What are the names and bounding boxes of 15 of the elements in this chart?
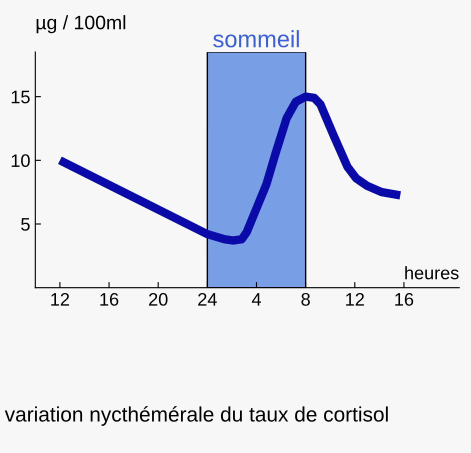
y-tick-label: 15 [12, 90, 30, 104]
y-axis-title: µg / 100ml [36, 15, 126, 34]
x-tick-label: 12 [346, 292, 364, 306]
text: variation nycthémérale du taux de cortisol [4, 406, 388, 426]
x-tick-label: 12 [51, 292, 70, 306]
x-tick-label: 4 [252, 293, 261, 306]
x-tick-label: 16 [100, 292, 118, 306]
y-tick-label: 5 [21, 218, 30, 231]
y-tick-label: 10 [12, 154, 30, 168]
x-tick-label: 8 [301, 292, 310, 306]
x-tick-label: 20 [149, 292, 168, 306]
x-tick-label: 24 [198, 292, 217, 306]
x-axis-title: heures [405, 266, 459, 280]
x-tick-label: 16 [395, 292, 414, 306]
band-label: sommeil [213, 30, 299, 48]
